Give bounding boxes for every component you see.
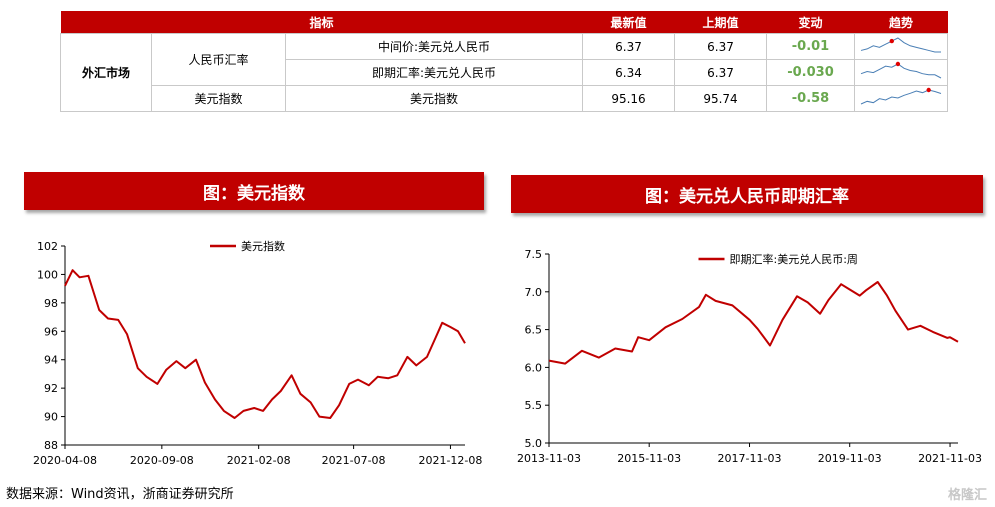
sparkline: [860, 61, 942, 79]
x-tick-label: 2017-11-03: [718, 452, 782, 465]
chart-title-dollar-index: 图：美元指数: [24, 172, 484, 210]
x-tick-label: 2020-09-08: [130, 454, 194, 467]
row-latest: 6.37: [582, 33, 675, 60]
row-change: -0.01: [766, 33, 855, 60]
table-row: 美元指数 美元指数 95.16 95.74 -0.58: [61, 85, 948, 112]
row-trend: [854, 85, 948, 112]
sparkline: [860, 37, 941, 53]
x-tick-label: 2021-02-08: [227, 454, 291, 467]
legend-label: 即期汇率:美元兑人民币:周: [730, 252, 858, 266]
group-label-rmb: 人民币汇率: [151, 33, 286, 86]
y-tick-label: 102: [37, 240, 58, 253]
row-previous: 6.37: [674, 59, 767, 86]
x-tick-label: 2019-11-03: [818, 452, 882, 465]
y-tick-label: 98: [44, 297, 58, 310]
row-previous: 6.37: [674, 33, 767, 60]
x-tick-label: 2020-04-08: [33, 454, 97, 467]
row-name: 即期汇率:美元兑人民币: [285, 59, 583, 86]
group-label-dxy: 美元指数: [151, 85, 286, 112]
row-change: -0.030: [766, 59, 855, 86]
x-tick-label: 2015-11-03: [617, 452, 681, 465]
series-line: [548, 281, 959, 365]
header-latest: 最新值: [582, 11, 675, 34]
data-source: 数据来源：Wind资讯，浙商证券研究所: [6, 487, 234, 502]
x-tick-label: 2021-11-03: [918, 452, 982, 465]
row-latest: 6.34: [582, 59, 675, 86]
x-tick-label: 2021-07-08: [322, 454, 386, 467]
x-tick-label: 2013-11-03: [517, 452, 581, 465]
y-tick-label: 7.0: [525, 286, 543, 299]
table-row: 外汇市场 人民币汇率 中间价:美元兑人民币 6.37 6.37 -0.01: [60, 33, 948, 112]
fx-market-table: 指标 最新值 上期值 变动 趋势 外汇市场 人民币汇率 中间价:美元兑人民币 6…: [60, 11, 948, 112]
watermark: 格隆汇: [947, 488, 987, 503]
y-tick-label: 92: [44, 382, 58, 395]
header-indicator: 指标: [60, 11, 583, 34]
section-label: 外汇市场: [60, 33, 152, 112]
sparkline-max-point: [889, 38, 894, 44]
sparkline: [860, 87, 942, 105]
y-tick-label: 6.0: [525, 361, 543, 374]
row-trend: [854, 33, 948, 60]
y-tick-label: 100: [37, 268, 58, 281]
chart-title-usdcny: 图：美元兑人民币即期汇率: [511, 175, 983, 213]
row-name: 美元指数: [285, 85, 583, 112]
y-tick-label: 5.0: [525, 437, 543, 450]
header-previous: 上期值: [674, 11, 767, 34]
header-trend: 趋势: [854, 11, 948, 34]
sparkline-path: [860, 37, 941, 53]
header-change: 变动: [766, 11, 855, 34]
dollar-index-chart: 88 90 92 94 96 98 100 102 2020-04-08 2020-09-08 20…: [33, 239, 482, 467]
y-tick-label: 6.5: [525, 324, 543, 337]
table-row: 即期汇率:美元兑人民币 6.34 6.37 -0.030: [61, 59, 948, 86]
row-previous: 95.74: [674, 85, 767, 112]
y-tick-label: 7.5: [525, 248, 543, 261]
y-tick-label: 94: [44, 354, 58, 367]
sparkline-path: [860, 63, 942, 79]
y-tick-label: 88: [44, 439, 58, 452]
y-tick-label: 90: [44, 411, 58, 424]
row-trend: [854, 59, 948, 86]
series-line: [64, 269, 466, 419]
usdcny-chart: 5.0 5.5 6.0 6.5 7.0 7.5 2013-11-03 2015-11-03 20…: [517, 248, 982, 465]
row-latest: 95.16: [582, 85, 675, 112]
sparkline-max-point: [926, 87, 931, 93]
y-tick-label: 96: [44, 325, 58, 338]
row-name: 中间价:美元兑人民币: [285, 33, 583, 60]
row-change: -0.58: [766, 85, 855, 112]
x-tick-label: 2021-12-08: [418, 454, 482, 467]
y-tick-label: 5.5: [525, 399, 543, 412]
sparkline-max-point: [895, 61, 901, 67]
legend-label: 美元指数: [241, 239, 285, 253]
